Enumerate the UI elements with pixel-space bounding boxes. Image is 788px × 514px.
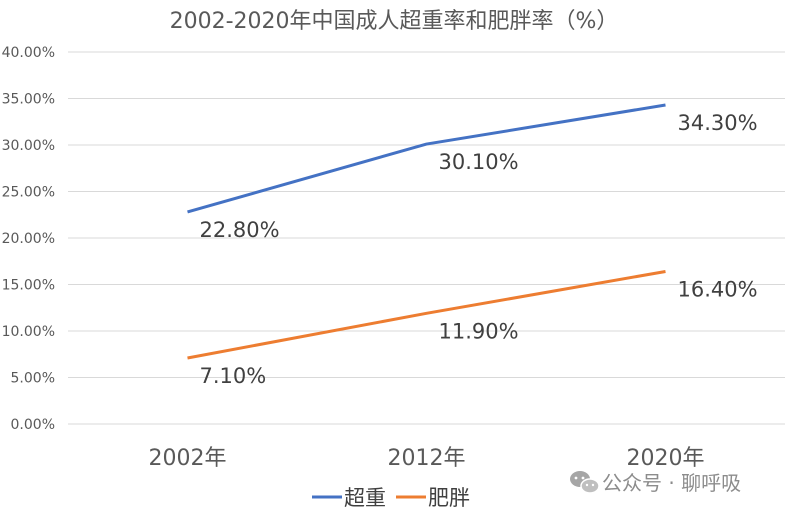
y-tick-label: 40.00% [2,45,55,61]
data-label: 7.10% [200,364,267,388]
legend: 超重 肥胖 [312,486,470,510]
x-tick-label: 2020年 [627,446,705,471]
legend-label: 超重 [344,486,386,510]
series-lines [187,103,666,360]
y-tick-label: 20.00% [2,231,55,247]
watermark-text: 公众号 · 聊呼吸 [602,471,741,495]
watermark: 公众号 · 聊呼吸 [570,471,741,495]
x-axis-ticks: 2002年 2012年 2020年 [149,446,705,471]
data-label: 16.40% [678,277,758,301]
y-tick-label: 15.00% [2,278,55,294]
y-tick-label: 35.00% [2,92,55,108]
gridlines [68,51,785,425]
chart-title: 2002-2020年中国成人超重率和肥胖率（%） [170,9,619,34]
data-label: 34.30% [678,111,758,135]
series-line-1 [187,103,666,214]
x-tick-label: 2012年 [388,446,466,471]
x-tick-label: 2002年 [149,446,227,471]
y-axis-ticks: 0.00% 5.00% 10.00% 15.00% 20.00% 25.00% 30.00%… [2,45,55,433]
y-tick-label: 0.00% [11,417,55,433]
series-line-2 [187,270,666,360]
y-tick-label: 25.00% [2,185,55,201]
y-tick-label: 10.00% [2,324,55,340]
data-label: 11.90% [439,319,519,343]
data-label: 30.10% [439,150,519,174]
wechat-icon [570,471,600,494]
data-label: 22.80% [200,218,280,242]
legend-label: 肥胖 [428,486,470,510]
y-tick-label: 30.00% [2,138,55,154]
data-labels: 22.80% 30.10% 34.30% 7.10% 11.90% 16.40% [200,111,758,388]
y-tick-label: 5.00% [11,371,55,387]
